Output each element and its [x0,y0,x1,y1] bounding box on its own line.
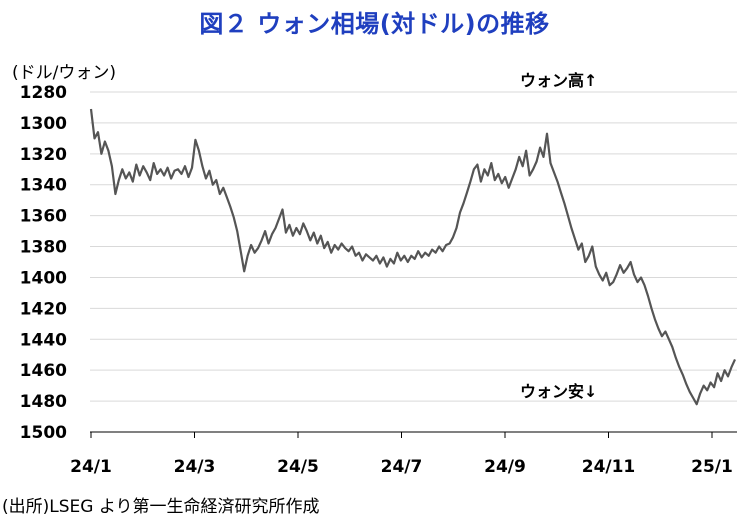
y-tick-label: 1440 [20,330,67,350]
y-axis-unit: (ドル/ウォン) [12,63,116,83]
y-tick-label: 1380 [20,238,67,258]
y-tick-label: 1420 [20,299,67,319]
y-tick-label: 1320 [20,145,67,165]
annotation-won-strong: ウォン高↑ [520,71,597,90]
source-note: (出所)LSEG より第一生命経済研究所作成 [2,497,320,517]
x-tick-label: 24/7 [381,457,423,477]
x-tick-label: 24/5 [277,457,319,477]
y-tick-label: 1360 [20,207,67,227]
line-chart: 1280 1300 1320 1340 1360 1380 1400 1420 1440 1460… [20,71,737,477]
y-tick-label: 1480 [20,392,67,412]
x-axis-labels: 24/1 24/3 24/5 24/7 24/9 24/11 25/1 [70,457,733,477]
y-tick-label: 1280 [20,83,67,103]
y-tick-label: 1300 [20,114,67,134]
y-tick-label: 1500 [20,423,67,443]
x-axis-ticks [90,432,713,438]
annotation-won-weak: ウォン安↓ [520,382,597,401]
y-tick-label: 1460 [20,361,67,381]
series-line-krw-usd [89,108,737,406]
y-axis-labels: 1280 1300 1320 1340 1360 1380 1400 1420 1440 1460… [20,83,67,443]
y-tick-label: 1400 [20,268,67,288]
y-tick-label: 1340 [20,176,67,196]
x-tick-label: 25/1 [691,457,733,477]
x-tick-label: 24/11 [582,457,636,477]
x-tick-label: 24/1 [70,457,112,477]
x-tick-label: 24/3 [174,457,216,477]
x-tick-label: 24/9 [484,457,526,477]
chart-title: 図２ ウォン相場(対ドル)の推移 [199,10,550,38]
gridlines [90,91,737,402]
